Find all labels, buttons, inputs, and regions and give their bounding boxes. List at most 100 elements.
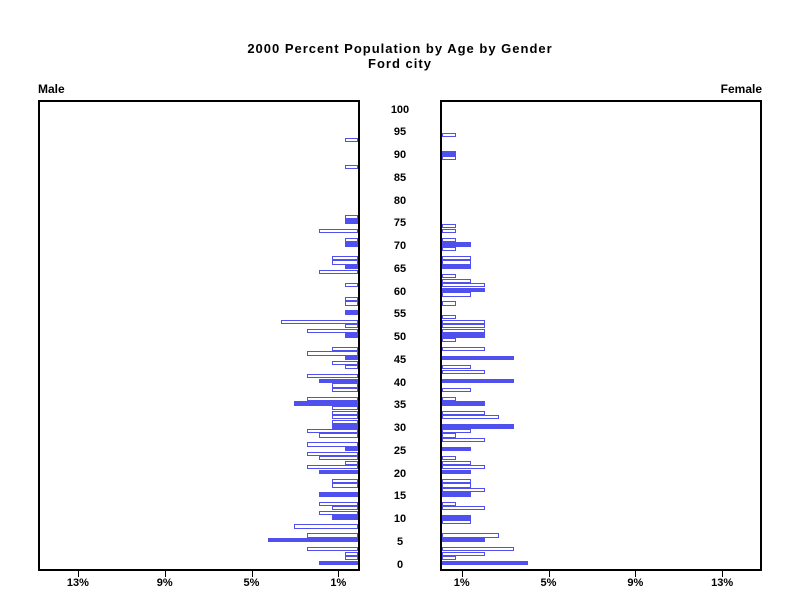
age-tick-label-90: 90 — [393, 149, 407, 161]
female-bars-area — [442, 102, 760, 569]
bar-female-age-9 — [442, 519, 471, 525]
bar-female-age-63 — [442, 274, 457, 279]
bar-female-age-69 — [442, 246, 457, 252]
age-tick-label-60: 60 — [393, 285, 407, 298]
pct-tick-label: 9% — [156, 577, 173, 589]
age-tick-label-10: 10 — [393, 513, 407, 525]
pct-tick-label: 5% — [243, 577, 260, 589]
bar-female-age-51 — [442, 328, 485, 333]
pct-tick-mark — [548, 571, 550, 577]
age-tick-label-45: 45 — [393, 353, 407, 366]
bar-male-age-11 — [319, 510, 358, 515]
bar-male-age-36 — [306, 396, 358, 402]
bar-male-age-71 — [345, 237, 358, 242]
bar-female-age-57 — [442, 301, 457, 306]
bar-female-age-60 — [442, 287, 485, 292]
bar-female-age-18 — [442, 478, 471, 484]
bar-male-age-38 — [332, 387, 358, 393]
bar-female-age-53 — [442, 319, 485, 324]
bar-male-age-75 — [345, 219, 358, 224]
bar-male-age-28 — [319, 433, 358, 438]
pct-tick-label: 9% — [627, 577, 644, 589]
chart-title: 2000 Percent Population by Age by Gender — [247, 41, 553, 56]
age-tick-label-100: 100 — [390, 103, 410, 116]
bar-male-age-3 — [306, 547, 358, 552]
age-tick-label-70: 70 — [393, 240, 407, 252]
pct-tick-label: 13% — [66, 577, 89, 589]
bar-female-age-73 — [442, 228, 457, 233]
bar-male-age-13 — [319, 501, 358, 506]
age-tick-label-85: 85 — [393, 171, 407, 184]
bar-male-age-22 — [345, 460, 358, 465]
bar-female-age-25 — [442, 446, 471, 452]
bar-male-age-76 — [345, 214, 358, 220]
age-tick-label-15: 15 — [393, 490, 407, 503]
bar-male-age-10 — [332, 515, 358, 520]
pct-tick-mark — [635, 571, 637, 577]
male-axis-label: Male — [38, 82, 65, 96]
age-tick-label-25: 25 — [393, 444, 407, 457]
bar-male-age-61 — [345, 283, 358, 288]
bar-female-age-29 — [442, 428, 471, 434]
bar-male-age-57 — [345, 301, 358, 306]
bar-female-age-52 — [442, 324, 485, 329]
bar-male-age-58 — [345, 296, 358, 302]
bar-male-age-39 — [332, 383, 358, 388]
bar-male-age-0 — [319, 560, 358, 565]
male-panel — [38, 100, 360, 571]
pct-tick-label: 5% — [540, 577, 557, 589]
bar-male-age-24 — [306, 451, 358, 456]
bar-female-age-27 — [442, 437, 485, 443]
bar-male-age-53 — [280, 319, 358, 324]
bar-female-age-6 — [442, 533, 500, 538]
pct-tick-mark — [251, 571, 253, 577]
bar-female-age-49 — [442, 337, 457, 343]
female-panel — [440, 100, 762, 571]
bar-male-age-23 — [319, 456, 358, 461]
age-tick-label-50: 50 — [393, 331, 407, 343]
pct-tick-mark — [77, 571, 79, 577]
pct-tick-mark — [461, 571, 463, 577]
chart-subtitle: Ford city — [368, 56, 432, 71]
bar-female-age-30 — [442, 424, 514, 429]
bar-female-age-66 — [442, 260, 471, 265]
bar-female-age-50 — [442, 333, 485, 338]
bar-female-age-90 — [442, 151, 457, 156]
pct-tick-mark — [722, 571, 724, 577]
bar-male-age-21 — [306, 465, 358, 470]
bar-female-age-61 — [442, 283, 485, 288]
bar-male-age-52 — [345, 324, 358, 329]
age-tick-label-65: 65 — [393, 262, 407, 275]
bar-male-age-35 — [293, 401, 358, 406]
bar-male-age-70 — [345, 242, 358, 247]
bar-female-age-45 — [442, 355, 514, 361]
bar-male-age-17 — [332, 483, 358, 488]
bar-female-age-21 — [442, 465, 485, 470]
bar-male-age-55 — [345, 310, 358, 315]
age-tick-label-75: 75 — [393, 217, 407, 230]
bar-female-age-40 — [442, 378, 514, 383]
bar-male-age-65 — [345, 264, 358, 270]
bar-male-age-12 — [332, 506, 358, 511]
bar-male-age-67 — [332, 255, 358, 261]
bar-female-age-65 — [442, 264, 471, 270]
bar-male-age-73 — [319, 228, 358, 233]
pct-tick-label: 1% — [330, 577, 347, 589]
bar-male-age-25 — [345, 446, 358, 452]
bar-female-age-33 — [442, 410, 485, 415]
bar-male-age-5 — [267, 537, 358, 543]
bar-male-age-93 — [345, 137, 358, 142]
male-bars-area — [40, 102, 358, 569]
bar-female-age-70 — [442, 242, 471, 247]
bar-male-age-46 — [306, 351, 358, 356]
bar-female-age-20 — [442, 469, 471, 474]
bar-male-age-47 — [332, 346, 358, 352]
bar-female-age-67 — [442, 255, 471, 261]
age-tick-label-5: 5 — [396, 535, 404, 548]
bar-female-age-10 — [442, 515, 471, 520]
age-tick-label-40: 40 — [393, 376, 407, 389]
age-tick-label-0: 0 — [396, 558, 404, 571]
bar-female-age-22 — [442, 460, 471, 465]
age-tick-label-55: 55 — [393, 308, 407, 321]
